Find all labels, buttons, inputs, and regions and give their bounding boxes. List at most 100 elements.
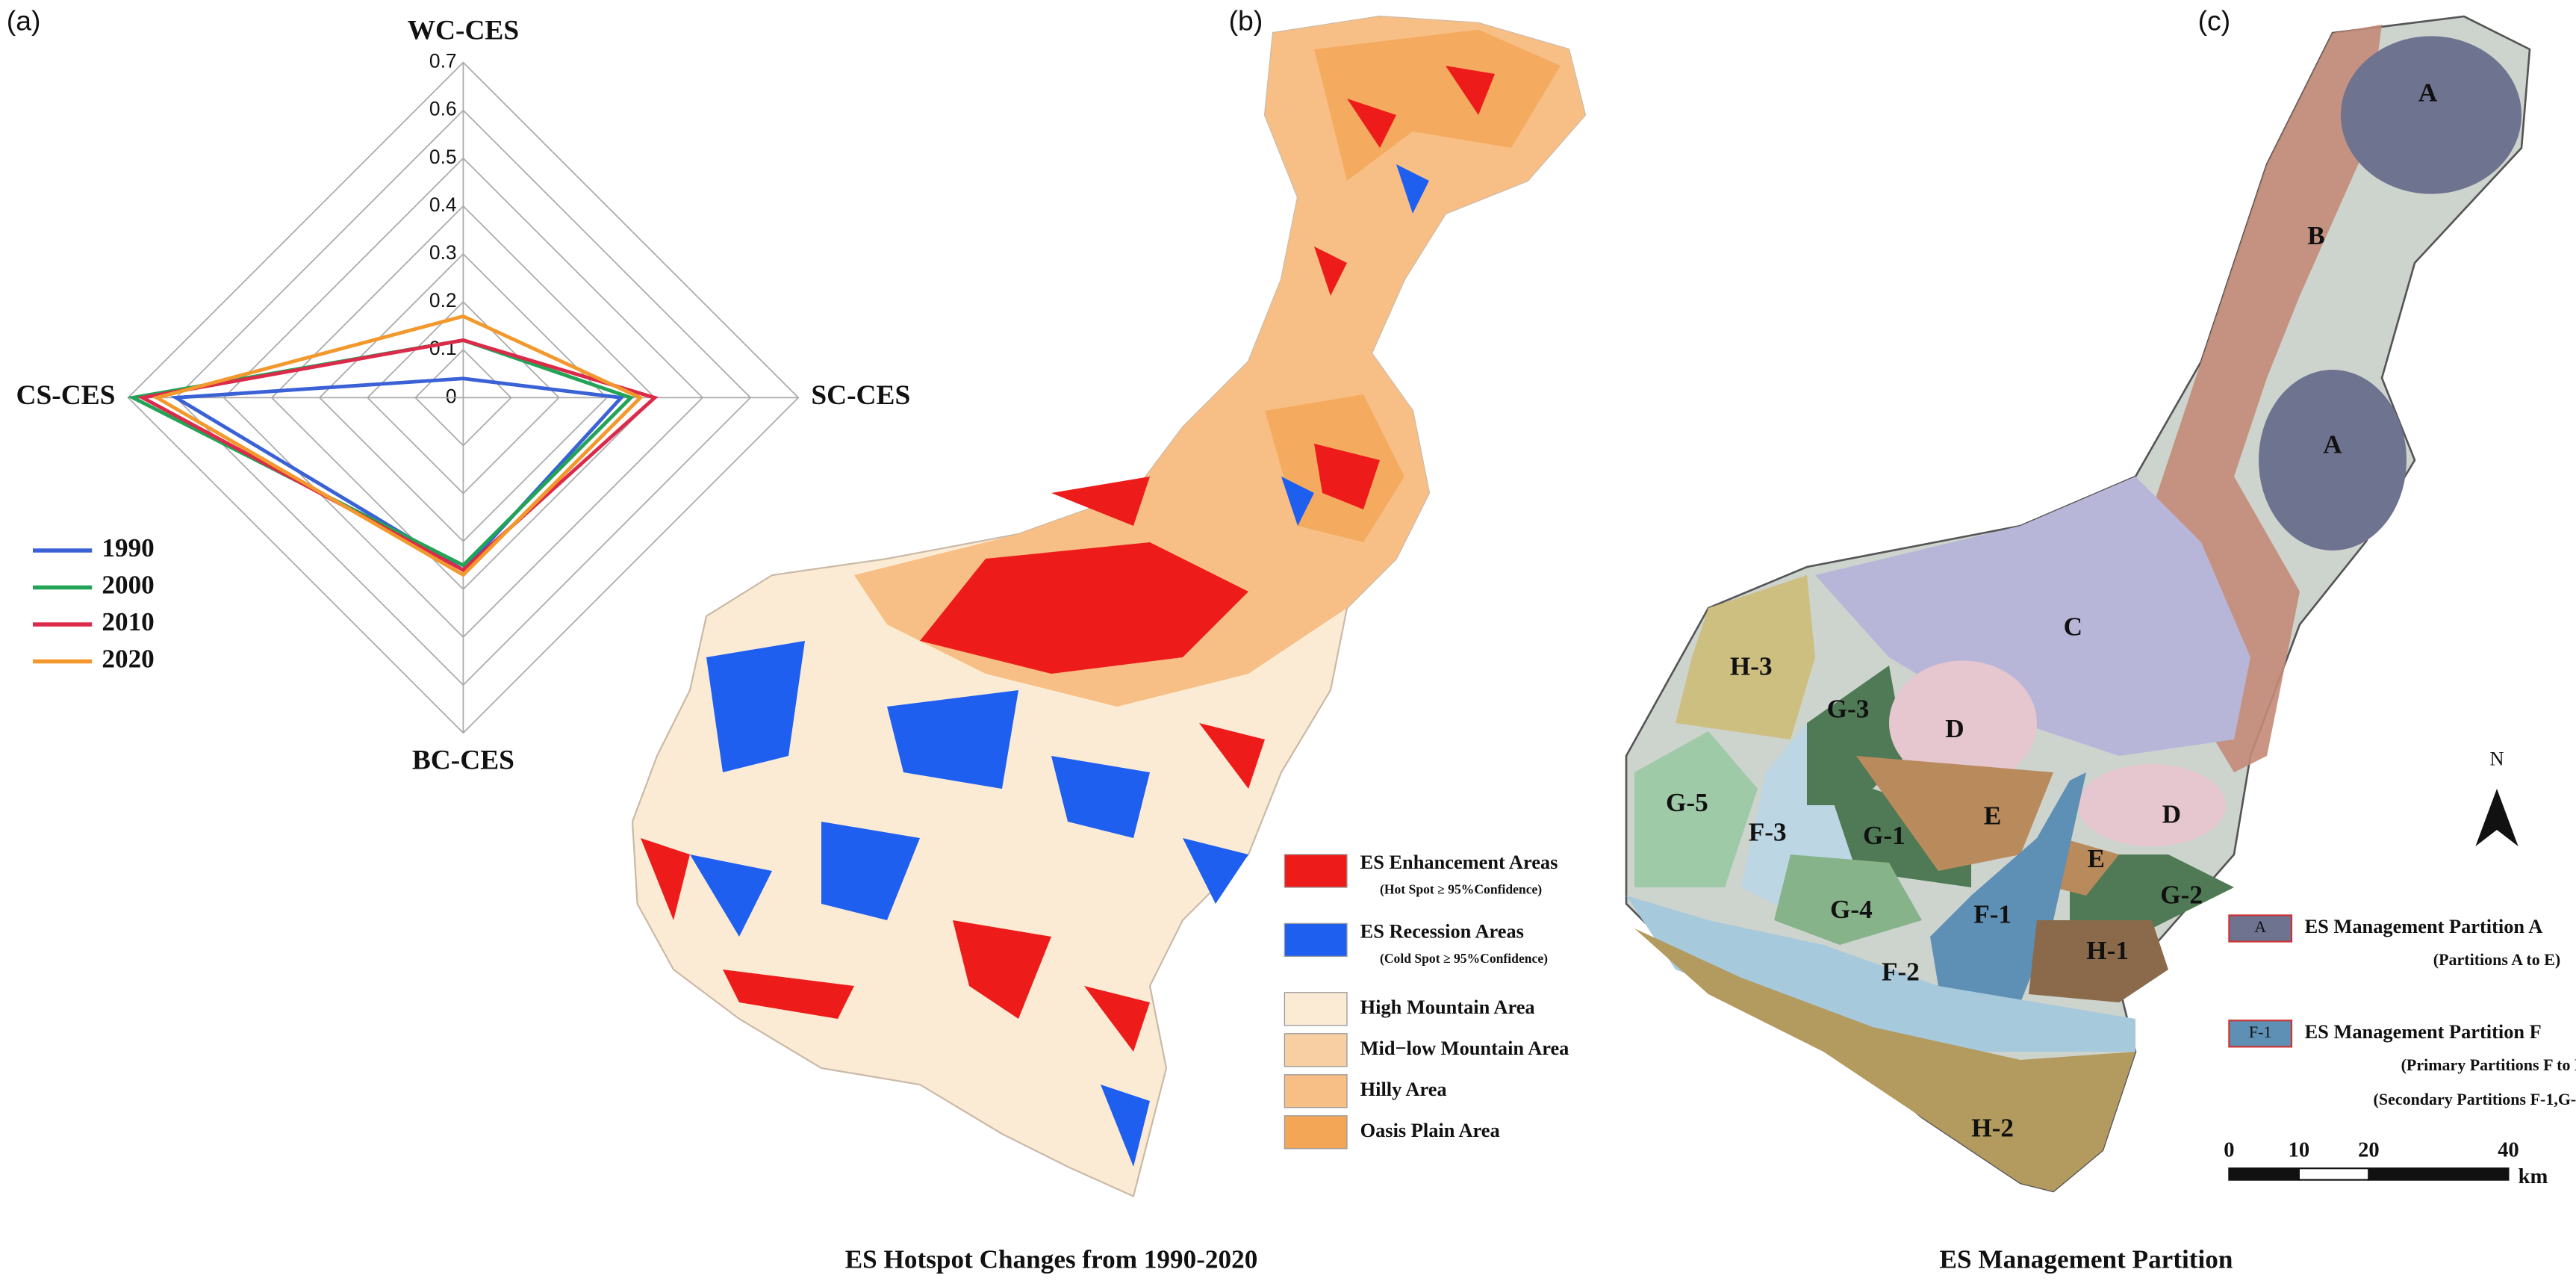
legend-note: (Cold Spot ≥ 95%Confidence): [1380, 951, 1548, 966]
zone-label: G-4: [1830, 895, 1873, 924]
legend-c: A ES Management Partition A (Partitions A …: [2228, 914, 2576, 1108]
r-tick-label: 0.3: [429, 241, 457, 264]
legend-swatch: [2228, 1020, 2293, 1048]
legend-label: 2000: [102, 571, 154, 600]
radar-chart: 00.10.20.30.40.50.60.7WC-CESSC-CESBC-CES…: [16, 16, 911, 776]
zone-label: A: [2418, 78, 2438, 108]
panel-label: (c): [2198, 5, 2231, 37]
zone: [1856, 755, 2120, 896]
caption: ES Hotspot Changes from 1990-2020: [845, 1245, 1258, 1274]
panel-label: (a): [7, 5, 41, 37]
map-b: [631, 15, 1587, 1198]
series-line: [127, 338, 635, 568]
legend-key: A: [2254, 917, 2266, 936]
zone-label: D: [1945, 714, 1964, 743]
zone-label: D: [2162, 799, 2181, 828]
scale-label: 20: [2358, 1139, 2380, 1162]
axis-label: CS-CES: [16, 380, 116, 411]
oasis-area: [1265, 29, 1561, 542]
zone: [1774, 854, 1923, 945]
legend-label: ES Management Partition F: [2305, 1020, 2542, 1043]
zone-label: E: [1984, 801, 2001, 831]
legend-b: ES Enhancement Areas (Hot Spot ≥ 95%Confi…: [1284, 851, 1569, 1150]
zone: [1634, 731, 1758, 887]
zone: [1626, 895, 2136, 1052]
hotspots: [641, 65, 1496, 1052]
legend-label: 1990: [102, 533, 154, 562]
series-line: [137, 338, 659, 573]
scale-segment: [2368, 1167, 2510, 1181]
scale-label: 10: [2289, 1139, 2310, 1162]
r-tick-label: 0.7: [429, 50, 457, 72]
legend-swatch: [1284, 992, 1348, 1026]
zone-label: E: [2087, 844, 2104, 873]
zone-label: A: [2323, 429, 2342, 459]
north-label: N: [2489, 748, 2504, 770]
zone-label: B: [2307, 221, 2324, 250]
legend-note: (Primary Partitions F to H): [2401, 1055, 2576, 1074]
zone: [1676, 574, 1816, 739]
zone: [2029, 919, 2169, 1002]
zone-label: H-3: [1730, 651, 1773, 680]
zone: [2341, 36, 2522, 194]
scale-label: 0: [2224, 1139, 2234, 1162]
r-tick-label: 0.6: [429, 98, 457, 120]
legend-swatch: [1284, 1074, 1348, 1108]
legend-label: ES Recession Areas: [1360, 920, 1524, 943]
zone: [1889, 660, 2038, 786]
zone-label: G-3: [1827, 695, 1870, 724]
legend-swatch: [2228, 914, 2293, 943]
legend-note: (Secondary Partitions F-1,G-1,H-1): [2374, 1090, 2576, 1108]
zone: [2259, 369, 2407, 550]
zone-label: F-1: [1973, 900, 2012, 929]
zone-label: G-5: [1666, 788, 1708, 817]
legend-label: 2020: [102, 645, 154, 674]
legend-label: Hilly Area: [1360, 1078, 1447, 1100]
scale-segment: [2297, 1167, 2370, 1181]
zone: [1815, 476, 2251, 756]
zone: [2078, 763, 2227, 846]
r-tick-label: 0.5: [429, 146, 457, 168]
scale-segment: [2228, 1167, 2300, 1181]
zone-label: H-1: [2086, 936, 2129, 965]
zone-label: G-2: [2160, 880, 2203, 909]
zone-labels: A B A C H-3 G-3 D G-5 F-3 G-1 E D E G-2 G-4 F-1 H-1 F-2 H-…: [1666, 78, 2438, 1143]
north-arrow: [2475, 788, 2519, 846]
legend-label: Oasis Plain Area: [1360, 1119, 1500, 1141]
legend-key: F-1: [2249, 1023, 2272, 1041]
hilly-area: [854, 16, 1586, 707]
zone-label: F-2: [1882, 958, 1920, 987]
zone-label: F-3: [1749, 818, 1787, 847]
legend-swatch: [1284, 922, 1348, 958]
legend-label: ES Enhancement Areas: [1360, 851, 1558, 873]
coldspots: [690, 164, 1430, 1167]
axis-label: SC-CES: [811, 380, 910, 411]
legend-label: High Mountain Area: [1360, 996, 1535, 1018]
zone: [1930, 772, 2087, 1002]
legend-swatch: [1284, 1033, 1348, 1067]
axis-label: WC-CES: [408, 16, 520, 46]
legend-swatch: [1284, 854, 1348, 888]
legend-label: ES Management Partition A: [2305, 915, 2543, 937]
r-tick-label: 0.2: [429, 289, 457, 311]
panel-label: (b): [1229, 5, 1263, 37]
series-line: [152, 314, 644, 577]
legend-label: Mid−low Mountain Area: [1360, 1037, 1569, 1059]
zone-label: G-1: [1863, 821, 1905, 850]
zone-label: C: [2064, 612, 2082, 642]
zone: [1634, 928, 2136, 1191]
legend-note: (Partitions A to E): [2433, 950, 2560, 969]
zone: [1807, 665, 2235, 937]
caption: ES Management Partition: [1940, 1245, 2233, 1274]
r-tick-label: 0.4: [429, 193, 457, 216]
zone-label: H-2: [1971, 1114, 2014, 1143]
scale-unit: km: [2519, 1165, 2548, 1188]
legend-swatch: [1284, 1115, 1348, 1150]
axis-label: BC-CES: [412, 745, 514, 775]
map-c: [1625, 15, 2531, 1193]
legend-label: 2010: [102, 607, 154, 636]
legend-note: (Hot Spot ≥ 95%Confidence): [1380, 881, 1542, 896]
